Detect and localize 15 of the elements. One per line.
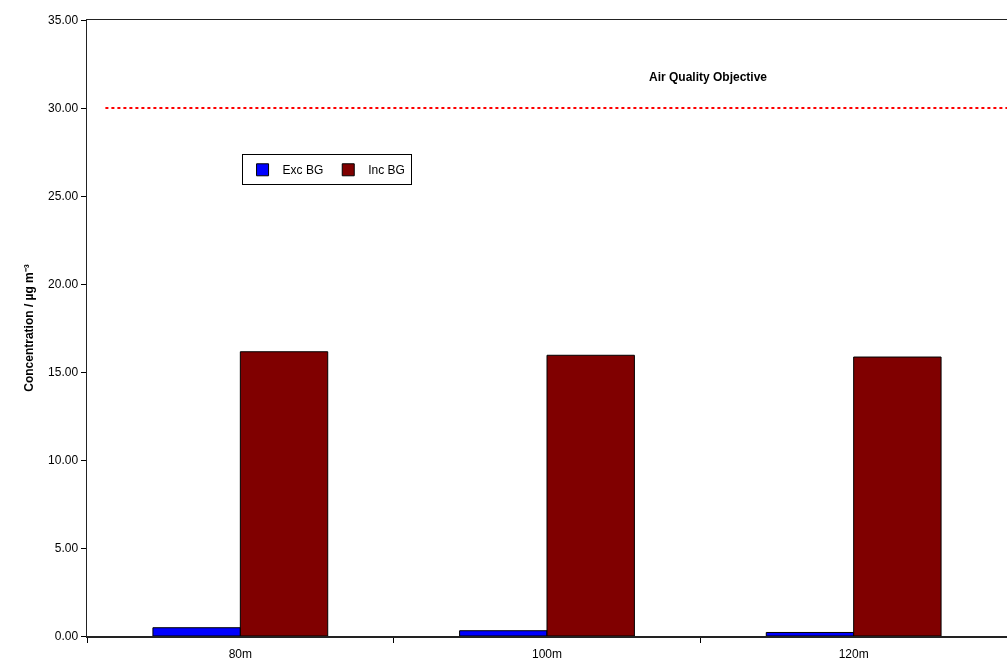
x-tick-label: 100m <box>531 646 563 661</box>
y-tick-label: 25.00 <box>48 189 79 204</box>
y-tick-label: 10.00 <box>48 453 79 468</box>
y-tick-label: 20.00 <box>48 277 79 292</box>
y-tick-label: 5.00 <box>54 541 79 556</box>
y-tick-label: 15.00 <box>48 365 79 380</box>
ref-line-label: Air Quality Objective <box>649 70 768 84</box>
legend-label: Inc BG <box>368 163 405 178</box>
y-tick-label: 0.00 <box>54 629 79 644</box>
legend-label: Exc BG <box>282 163 324 178</box>
y-tick-label: 35.00 <box>48 13 79 28</box>
y-tick-label: 30.00 <box>48 101 79 116</box>
x-tick-label: 120m <box>838 646 869 661</box>
y-axis-title: Concentration / µg m⁻³ <box>21 264 36 392</box>
x-tick-label: 80m <box>228 646 253 661</box>
